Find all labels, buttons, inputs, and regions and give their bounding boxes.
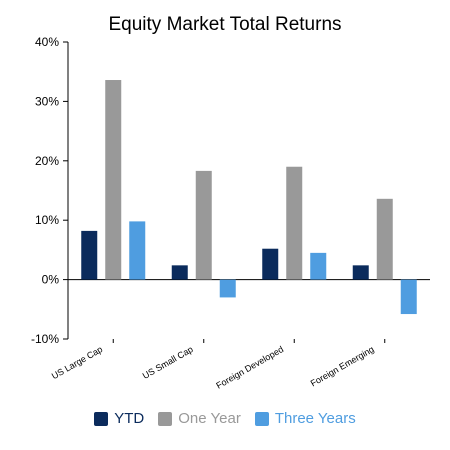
bar <box>400 279 417 315</box>
legend-label-three-years: Three Years <box>274 410 356 427</box>
y-tick-label: 40% <box>35 35 59 49</box>
bar <box>310 252 327 280</box>
y-tick-label: 0% <box>42 273 60 287</box>
bar <box>81 230 98 280</box>
legend-item-ytd: YTD <box>94 410 144 427</box>
x-tick-label: US Large Cap <box>50 344 104 381</box>
y-tick-label: 20% <box>35 154 59 168</box>
legend: YTD One Year Three Years <box>0 410 450 427</box>
bar <box>195 170 212 280</box>
bar <box>286 166 303 280</box>
legend-swatch-three-years <box>254 411 269 426</box>
legend-swatch-one-year <box>158 411 173 426</box>
legend-label-ytd: YTD <box>114 410 145 427</box>
bar <box>219 279 236 298</box>
bar <box>352 265 369 280</box>
x-tick-label: US Small Cap <box>141 344 195 381</box>
y-tick-label: 30% <box>35 94 59 108</box>
bar <box>129 221 146 280</box>
bar <box>376 198 393 280</box>
y-tick-label: -10% <box>31 332 59 346</box>
chart-title: Equity Market Total Returns <box>108 14 342 35</box>
y-tick-label: 10% <box>35 213 59 227</box>
bar <box>105 80 122 280</box>
bar <box>262 248 279 280</box>
legend-label-one-year: One Year <box>178 410 241 427</box>
x-tick-label: Foreign Developed <box>214 344 285 391</box>
bar <box>171 265 188 280</box>
x-tick-label: Foreign Emerging <box>309 344 376 388</box>
legend-swatch-ytd <box>94 411 109 426</box>
legend-item-one-year: One Year <box>158 410 241 427</box>
legend-item-three-years: Three Years <box>254 410 356 427</box>
